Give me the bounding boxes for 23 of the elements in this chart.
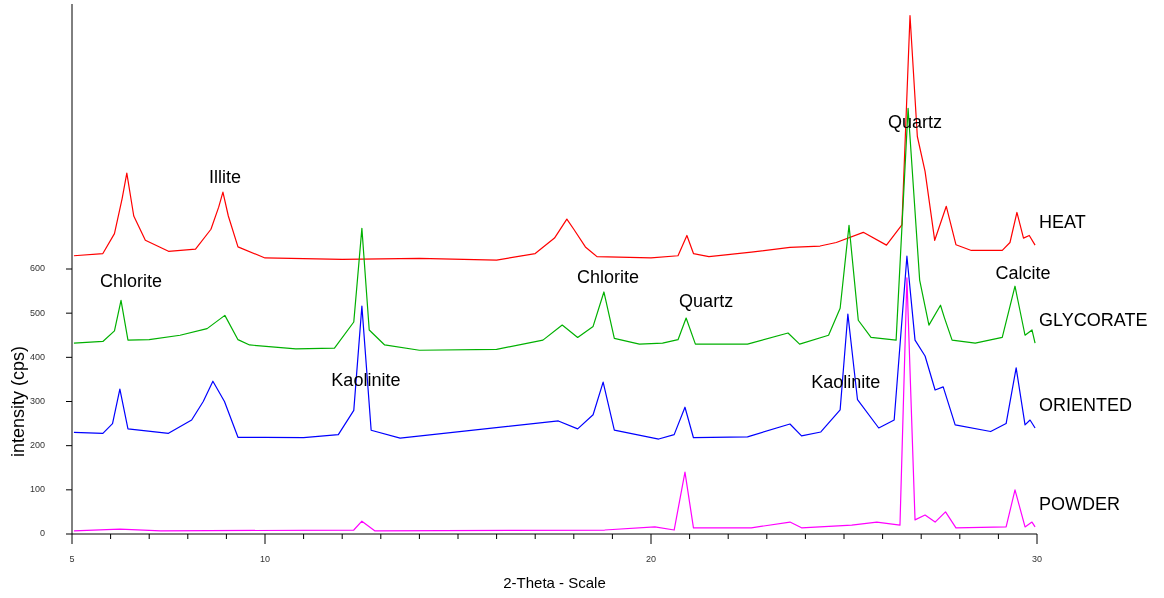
annotation: Illite — [208, 166, 241, 187]
x-tick-label: 20 — [645, 554, 657, 564]
series-label: GLYCORATE — [1039, 309, 1148, 330]
annotation: Chlorite — [576, 266, 639, 287]
y-tick-label: 600 — [29, 263, 45, 274]
x-axis-title: 2-Theta - Scale — [503, 574, 606, 591]
series-label: HEAT — [1039, 211, 1086, 232]
y-tick-label: 300 — [29, 395, 45, 406]
x-tick-label: 5 — [69, 554, 75, 564]
y-tick-label: 0 — [39, 528, 45, 539]
y-axis-title: intensity (cps) — [8, 345, 28, 458]
line-series — [73, 14, 1036, 261]
y-tick-label: 500 — [29, 307, 45, 318]
series-label: POWDER — [1039, 493, 1121, 514]
y-tick-label: 200 — [29, 440, 45, 451]
annotation: Quartz — [679, 290, 734, 311]
x-tick-label: 10 — [259, 554, 271, 564]
annotation: Chlorite — [100, 271, 163, 292]
series-label: ORIENTED — [1039, 394, 1133, 415]
y-tick-label: 400 — [29, 351, 45, 362]
y-tick-label: 100 — [29, 484, 45, 495]
annotation: Calcite — [995, 262, 1051, 283]
x-tick-label: 30 — [1031, 554, 1043, 564]
